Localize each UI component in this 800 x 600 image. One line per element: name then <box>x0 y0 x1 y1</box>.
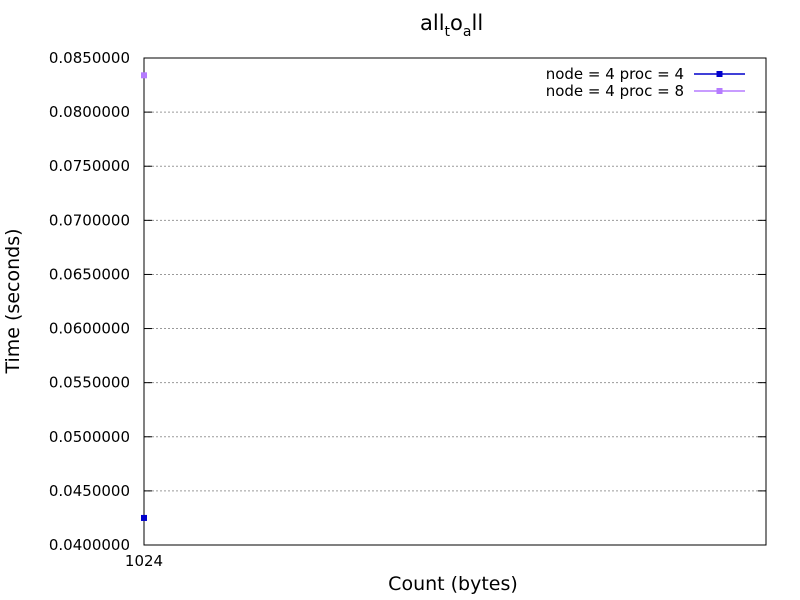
series-layer <box>141 72 147 521</box>
chart-title: alltoall <box>420 11 483 40</box>
legend-label-series-1: node = 4 proc = 4 <box>546 65 684 83</box>
legend-label-series-2: node = 4 proc = 8 <box>546 82 684 100</box>
y-tick-label: 0.0550000 <box>49 374 130 392</box>
y-axis-label: Time (seconds) <box>2 228 24 374</box>
y-tick-label: 0.0800000 <box>49 103 130 121</box>
data-point-series-1 <box>141 514 147 521</box>
grid-lines <box>144 111 766 492</box>
x-tick-label: 1024 <box>125 552 163 570</box>
title-part-sub1: t <box>445 24 451 40</box>
legend-marker-series-2 <box>716 88 723 94</box>
y-tick-label: 0.0500000 <box>49 428 130 446</box>
title-part-sub2: a <box>463 24 472 40</box>
legend-marker-series-1 <box>716 71 723 77</box>
y-ticks: 0.0400000 0.0450000 0.0500000 0.0550000 0.06… <box>49 49 766 554</box>
title-part-main: all <box>420 11 445 35</box>
title-part-end: ll <box>472 11 484 35</box>
x-axis-label: Count (bytes) <box>388 573 518 595</box>
data-point-series-2 <box>141 72 147 79</box>
plot-frame <box>143 57 767 546</box>
y-tick-label: 0.0700000 <box>49 211 130 229</box>
y-tick-label: 0.0450000 <box>49 482 130 500</box>
y-tick-label: 0.0650000 <box>49 265 130 283</box>
title-part-mid: o <box>450 11 463 35</box>
y-tick-label: 0.0600000 <box>49 320 130 338</box>
y-tick-label: 0.0850000 <box>49 49 130 67</box>
y-tick-label: 0.0400000 <box>49 536 130 554</box>
y-tick-label: 0.0750000 <box>49 157 130 175</box>
